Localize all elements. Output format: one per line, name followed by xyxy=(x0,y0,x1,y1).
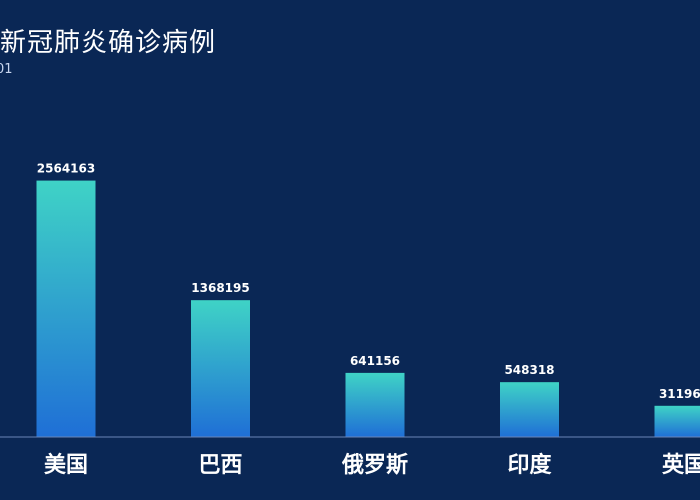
value-label-0: 2564163 xyxy=(37,162,95,176)
bar-3 xyxy=(500,382,559,437)
bar-4 xyxy=(654,405,700,437)
category-label-2: 俄罗斯 xyxy=(341,452,408,478)
category-label-1: 巴西 xyxy=(198,452,242,478)
chart-subtitle: 01 xyxy=(0,62,13,77)
bar-2 xyxy=(345,372,405,437)
value-label-4: 311965 xyxy=(659,387,700,401)
category-label-4: 英国 xyxy=(662,452,700,478)
bar-1 xyxy=(191,300,250,437)
category-label-3: 印度 xyxy=(507,452,552,478)
chart-title: 新冠肺炎确诊病例 xyxy=(0,28,217,58)
category-label-0: 美国 xyxy=(44,452,88,478)
value-label-2: 641156 xyxy=(350,354,400,368)
value-label-3: 548318 xyxy=(504,363,554,377)
value-label-1: 1368195 xyxy=(191,281,249,295)
bar-0 xyxy=(36,180,96,438)
